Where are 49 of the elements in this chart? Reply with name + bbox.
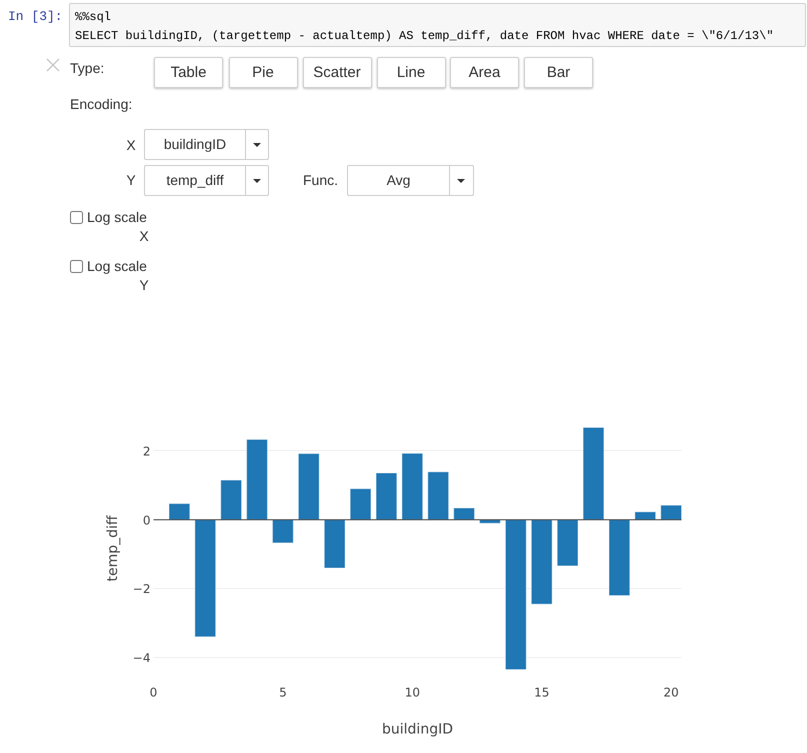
x-axis-title: buildingID [382, 722, 453, 738]
text: Func. [303, 171, 338, 190]
x-tick-label: 5 [279, 686, 287, 700]
button: Scatter [302, 57, 372, 88]
text: X [138, 227, 150, 246]
text: Y [138, 276, 150, 295]
y-tick-label: −4 [132, 650, 151, 665]
text: Y [125, 171, 137, 190]
text: Log scale [87, 257, 147, 276]
button: Bar [524, 57, 593, 88]
text: Log scale [87, 208, 147, 227]
bar [220, 480, 242, 520]
bar [194, 519, 216, 638]
y-tick-label: −2 [132, 582, 151, 596]
bar [376, 472, 398, 520]
x-tick-label: 15 [534, 686, 550, 700]
bar [660, 504, 682, 520]
text: In [3]: [8, 9, 63, 25]
bar [298, 453, 320, 520]
x-tick-label: 10 [404, 686, 420, 700]
bar [427, 471, 450, 520]
x-tick-label: 20 [664, 686, 679, 700]
button: Area [450, 57, 519, 88]
y-tick-label: 0 [142, 513, 151, 528]
dropdown: Avg [347, 165, 474, 196]
bar [324, 519, 346, 568]
text: SELECT buildingID, (targettemp - actualtemp) AS temp_diff, date FROM hvac WHERE date = \"6/1/13\" [75, 28, 774, 44]
bar [582, 428, 604, 520]
bar [530, 519, 553, 605]
y-axis-title: temp_diff [104, 515, 121, 582]
bar [272, 519, 294, 544]
bar [350, 488, 372, 520]
button: Pie [228, 57, 298, 88]
bar [246, 439, 268, 520]
dropdown: temp_diff [144, 165, 269, 196]
bar [401, 452, 424, 520]
y-tick-label: 2 [142, 444, 151, 458]
button: Table [154, 57, 223, 88]
text: Type: [70, 59, 104, 78]
text: Encoding: [70, 95, 132, 114]
bar [453, 508, 475, 520]
bar [608, 519, 630, 596]
bar [168, 503, 190, 520]
button: Line [376, 57, 446, 88]
text: %%sql [75, 9, 112, 25]
text: X [125, 136, 137, 155]
dropdown: buildingID [144, 129, 269, 160]
bar [556, 519, 578, 566]
bar [505, 519, 527, 670]
